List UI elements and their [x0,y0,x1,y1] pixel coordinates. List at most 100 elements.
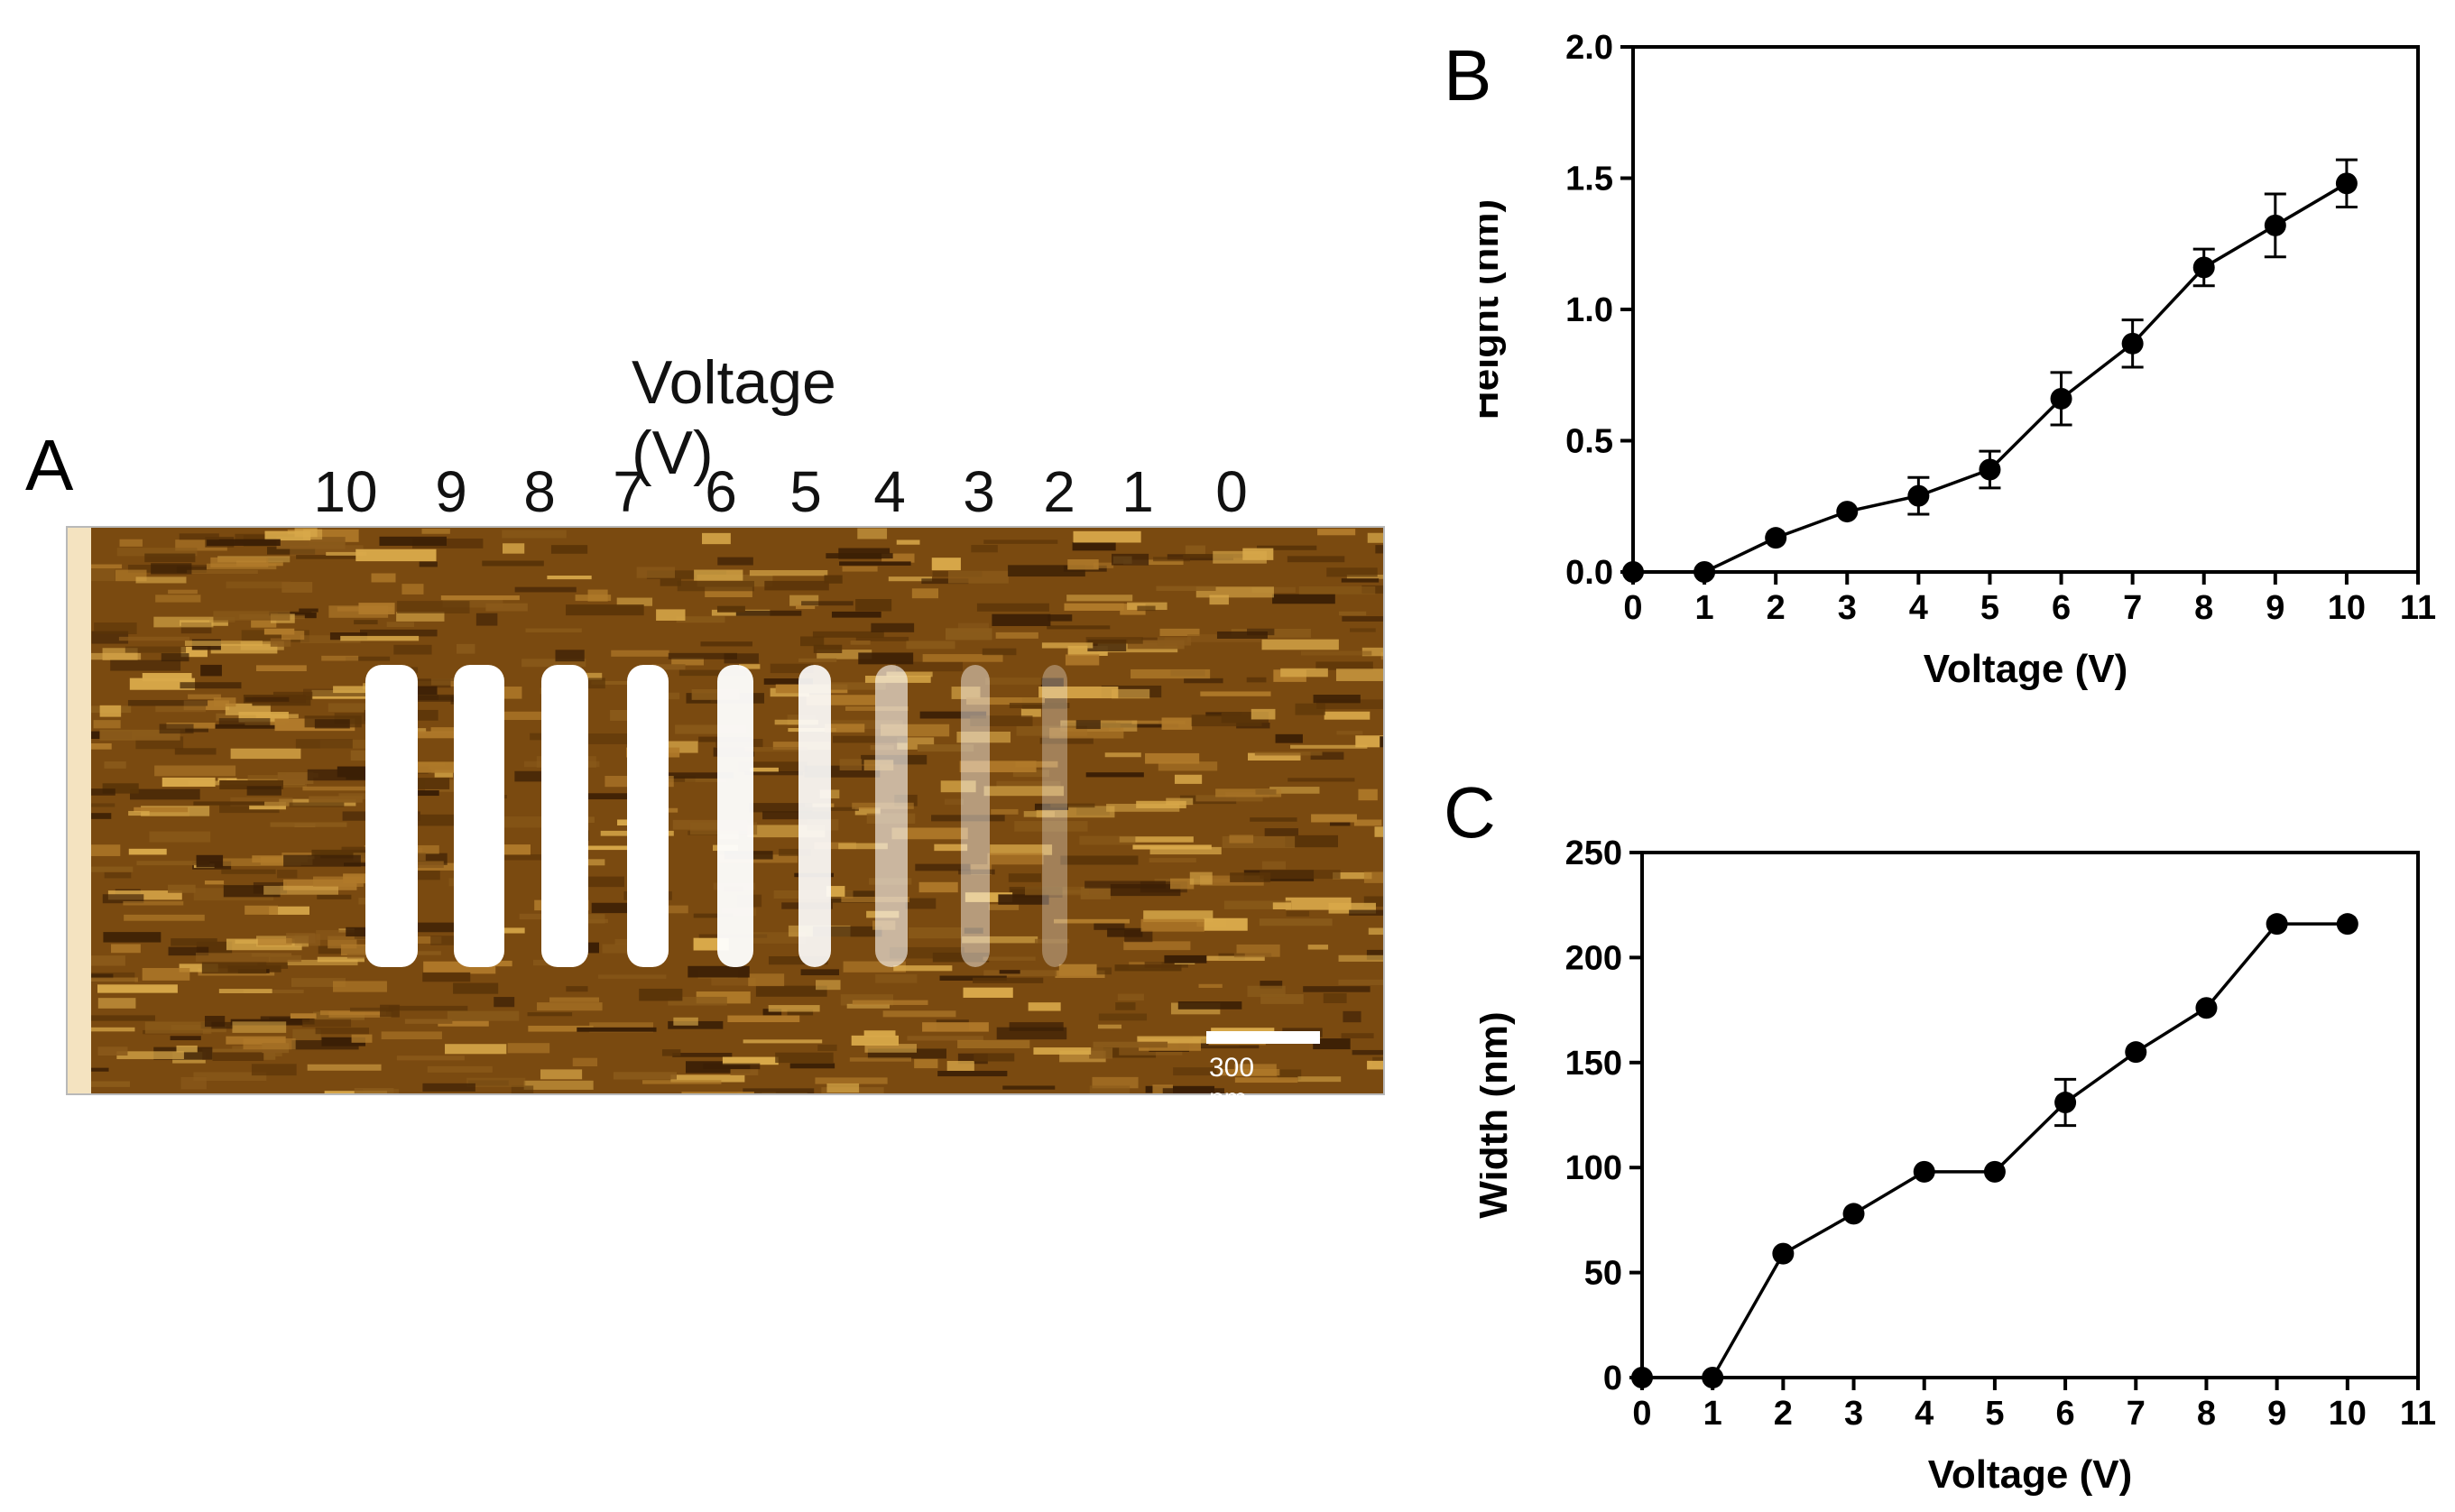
afm-noise [1124,930,1153,943]
afm-noise [1184,678,1223,684]
afm-noise [849,1057,912,1062]
afm-noise [129,678,196,690]
afm-noise [269,611,312,616]
afm-noise [585,733,664,744]
y-tick-label: 0.5 [1565,423,1613,461]
x-tick-label: 7 [2123,589,2142,627]
afm-noise [852,1000,928,1005]
x-tick-label: 3 [1844,1395,1863,1433]
afm-noise [218,718,271,727]
series-line [1642,922,2348,1379]
afm-noise [572,1057,598,1067]
afm-noise [1152,1084,1173,1093]
afm-noise [427,1065,493,1073]
afm-noise [482,560,544,567]
afm-noise [678,669,747,677]
afm-noise [321,1037,366,1046]
afm-noise [727,1015,800,1023]
afm-noise [176,1045,198,1053]
afm-noise [750,767,779,772]
afm-noise [1097,1024,1122,1029]
afm-noise [1115,1002,1136,1010]
plot-frame [1631,45,2420,574]
afm-noise [340,635,420,641]
afm-noise [1089,1047,1113,1059]
afm-noise [1093,562,1114,568]
afm-noise [846,1003,890,1009]
afm-noise [812,631,884,638]
afm-noise [1073,530,1141,543]
afm-noise [1153,557,1191,562]
afm-noise [283,854,361,867]
afm-noise [1352,1049,1383,1056]
afm-noise [294,528,318,538]
afm-noise [149,831,211,843]
afm-noise [1317,529,1356,536]
afm-noise [179,963,218,973]
afm-noise [1094,919,1125,930]
afm-noise [945,628,992,641]
afm-stripe [541,665,588,967]
afm-noise [1215,788,1282,797]
afm-noise [661,1049,681,1056]
afm-noise [685,777,727,782]
afm-noise [204,880,225,885]
afm-noise [1248,752,1301,761]
afm-noise [270,822,347,827]
afm-noise [401,584,424,595]
afm-noise [800,636,825,647]
y-tick-label: 2.0 [1565,29,1613,67]
afm-noise [1313,1038,1351,1050]
afm-noise [591,680,647,685]
afm-noise [566,604,644,616]
afm-noise [1131,720,1186,724]
afm-noise [286,933,316,944]
afm-edge [68,528,91,1093]
afm-noise [287,959,358,966]
afm-noise [264,530,311,541]
afm-noise [185,727,209,733]
afm-noise [591,902,657,914]
afm-voltage-label: 8 [523,459,556,524]
afm-noise [730,1068,759,1075]
afm-noise [292,1028,321,1042]
afm-noise [1216,631,1268,639]
afm-noise [558,876,624,888]
afm-noise [1316,699,1383,710]
afm-noise [180,1076,207,1090]
y-tick-label: 50 [1584,1255,1622,1293]
afm-noise [205,1016,226,1028]
afm-noise [598,974,667,979]
afm-noise [1353,819,1382,826]
afm-noise [931,815,1005,822]
afm-noise [1159,628,1200,637]
afm-noise [295,739,353,749]
afm-noise [170,1036,201,1041]
afm-noise [864,1044,917,1053]
afm-voltage-label: 2 [1043,459,1075,524]
afm-noise [1075,720,1101,730]
afm-noise [1123,941,1191,951]
afm-noise [1254,751,1323,756]
afm-noise [1189,871,1213,885]
afm-noise [940,780,976,793]
afm-noise [1338,979,1383,986]
afm-noise [578,845,647,851]
afm-noise [855,636,909,641]
x-tick-label: 0 [1632,1395,1651,1433]
afm-noise [124,914,205,921]
afm-noise [815,1077,888,1084]
afm-noise [245,905,279,915]
afm-noise [155,705,207,713]
afm-noise [584,793,631,800]
afm-noise [161,653,189,662]
afm-noise [1112,688,1150,699]
afm-noise [838,843,888,850]
afm-noise [1247,628,1275,636]
afm-noise [988,904,1020,910]
afm-noise [1158,761,1218,771]
afm-noise [1343,1010,1361,1023]
afm-noise [317,894,352,899]
afm-noise [1287,556,1345,563]
afm-noise [419,561,438,567]
